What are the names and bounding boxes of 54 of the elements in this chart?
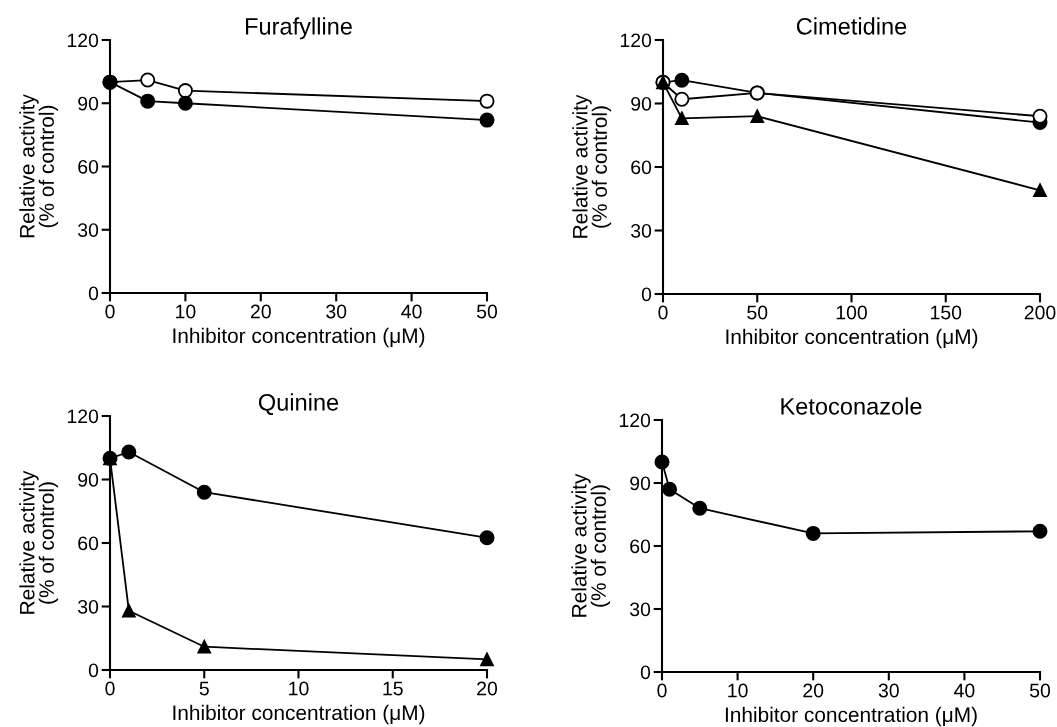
y-axis-title: Relative activity (% of control) <box>19 94 59 238</box>
x-tick-label: 50 <box>476 304 498 319</box>
x-tick-label: 20 <box>803 683 824 698</box>
y-tick-label: 120 <box>619 413 651 428</box>
x-tick-label: 0 <box>658 305 668 320</box>
x-tick-label: 200 <box>1024 305 1056 320</box>
chart-title: Ketoconazole <box>781 397 922 415</box>
x-axis-title: Inhibitor concentration (μM) <box>725 706 977 727</box>
x-tick-label: 30 <box>878 683 899 698</box>
x-tick-label: 0 <box>657 683 667 698</box>
y-tick-label: 30 <box>630 602 651 617</box>
y-tick-label: 120 <box>67 33 99 48</box>
x-tick-label: 20 <box>250 304 271 319</box>
x-tick-label: 10 <box>289 681 309 696</box>
chart-title: Furafylline <box>245 17 352 40</box>
y-tick-label: 60 <box>631 160 652 175</box>
x-tick-label: 10 <box>728 683 748 698</box>
x-tick-label: 5 <box>199 681 209 696</box>
y-tick-label: 120 <box>67 409 99 424</box>
y-tick-label: 0 <box>640 665 651 680</box>
x-axis-title: Inhibitor concentration (μM) <box>173 327 425 348</box>
y-tick-label: 90 <box>78 472 99 487</box>
x-tick-label: 40 <box>401 304 422 319</box>
y-tick-label: 30 <box>78 223 99 237</box>
y-tick-label: 30 <box>631 223 652 238</box>
y-axis-title: Relative activity (% of control) <box>19 470 59 614</box>
x-tick-label: 0 <box>105 304 115 319</box>
y-tick-label: 0 <box>88 286 99 301</box>
x-tick-label: 30 <box>326 304 347 319</box>
y-tick-label: 60 <box>78 536 99 551</box>
y-tick-label: 0 <box>641 287 652 302</box>
y-tick-label: 90 <box>631 96 652 111</box>
y-tick-label: 120 <box>620 33 652 48</box>
y-tick-label: 60 <box>630 539 651 554</box>
x-tick-label: 10 <box>176 304 196 319</box>
y-tick-label: 90 <box>78 96 99 111</box>
x-tick-label: 15 <box>383 681 403 696</box>
y-tick-label: 90 <box>630 476 651 491</box>
y-tick-label: 0 <box>88 663 99 678</box>
x-axis-title: Inhibitor concentration (μM) <box>726 328 978 349</box>
x-tick-label: 100 <box>836 305 867 320</box>
chart-title: Cimetidine <box>796 17 907 35</box>
x-axis-title: Inhibitor concentration (μM) <box>173 704 425 725</box>
y-axis-title: Relative activity (% of control) <box>572 94 612 238</box>
y-axis-title: Relative activity (% of control) <box>571 473 611 617</box>
y-tick-label: 30 <box>78 599 99 614</box>
x-tick-label: 50 <box>747 305 768 320</box>
x-tick-label: 20 <box>477 681 498 696</box>
x-tick-label: 50 <box>1029 683 1051 698</box>
y-tick-label: 60 <box>78 159 99 174</box>
x-tick-label: 150 <box>931 305 962 320</box>
x-tick-label: 0 <box>105 681 115 696</box>
x-tick-label: 40 <box>954 683 975 698</box>
chart-title: Quinine <box>258 393 339 415</box>
